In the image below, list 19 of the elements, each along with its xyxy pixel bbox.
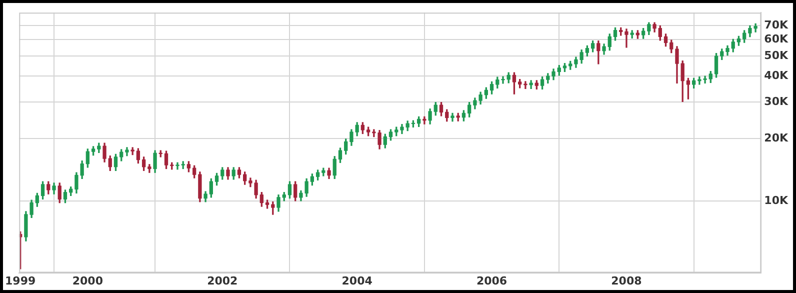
x-tick-label: 2002 <box>207 274 238 288</box>
y-tick-label: 40K <box>764 68 788 82</box>
candlestick <box>176 162 180 170</box>
y-tick-label: 60K <box>764 32 788 46</box>
candlestick <box>130 147 134 156</box>
candlestick <box>422 116 426 124</box>
x-tick-label: 2000 <box>72 274 104 288</box>
candlestick <box>624 28 628 48</box>
x-tick-label: 2006 <box>476 274 508 288</box>
candlestick <box>529 80 533 89</box>
y-tick-label: 10K <box>764 194 788 207</box>
y-tick-label: 70K <box>764 18 788 32</box>
x-tick-label: 1999 <box>5 274 36 288</box>
y-tick-label: 30K <box>764 94 788 108</box>
x-tick-label: 2004 <box>342 274 373 288</box>
candlestick <box>501 76 505 84</box>
y-tick-label: 20K <box>764 131 788 144</box>
y-tick-label: 50K <box>764 48 788 62</box>
x-tick-label: 2008 <box>611 274 642 288</box>
